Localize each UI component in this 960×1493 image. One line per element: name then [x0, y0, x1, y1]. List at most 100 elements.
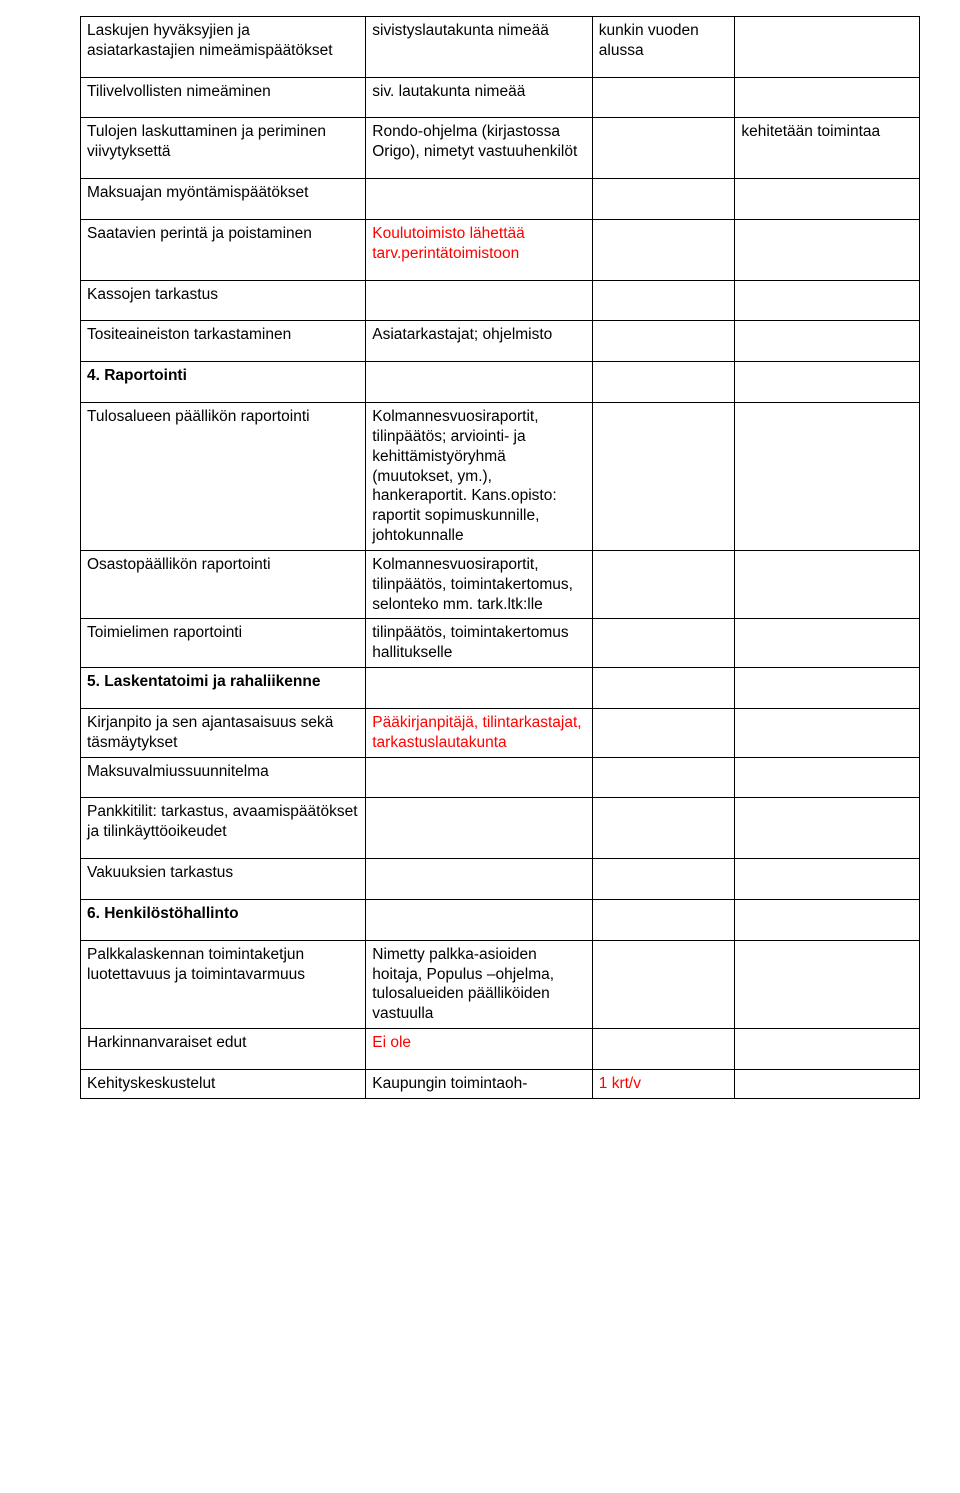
cell-c1: Laskujen hyväksyjien ja asiatarkastajien…	[81, 17, 366, 78]
cell-c4	[735, 77, 920, 118]
main-table: Laskujen hyväksyjien ja asiatarkastajien…	[80, 16, 920, 1099]
cell-c1: Harkinnanvaraiset edut	[81, 1028, 366, 1069]
table-row: Maksuajan myöntämispäätökset	[81, 179, 920, 220]
table-row: KehityskeskustelutKaupungin toimintaoh-1…	[81, 1069, 920, 1098]
cell-c1: Kehityskeskustelut	[81, 1069, 366, 1098]
table-body: Laskujen hyväksyjien ja asiatarkastajien…	[81, 17, 920, 1099]
cell-c2	[366, 179, 593, 220]
cell-c1: 5. Laskentatoimi ja rahaliikenne	[81, 668, 366, 709]
cell-c2: Koulutoimisto lähettää tarv.perintätoimi…	[366, 219, 593, 280]
table-row: Tulojen laskuttaminen ja periminen viivy…	[81, 118, 920, 179]
cell-c1: Toimielimen raportointi	[81, 619, 366, 668]
cell-c3: kunkin vuoden alussa	[592, 17, 735, 78]
cell-c4	[735, 940, 920, 1028]
cell-c2: Rondo-ohjelma (kirjastossa Origo), nimet…	[366, 118, 593, 179]
cell-c4	[735, 668, 920, 709]
cell-c2	[366, 798, 593, 859]
cell-c3	[592, 899, 735, 940]
cell-c3	[592, 179, 735, 220]
cell-c1: Vakuuksien tarkastus	[81, 859, 366, 900]
table-row: Toimielimen raportointitilinpäätös, toim…	[81, 619, 920, 668]
cell-c4	[735, 362, 920, 403]
cell-c3	[592, 1028, 735, 1069]
cell-c2: Kolmannesvuosiraportit, tilinpäätös; arv…	[366, 403, 593, 551]
cell-c3	[592, 219, 735, 280]
table-row: Tulosalueen päällikön raportointiKolmann…	[81, 403, 920, 551]
cell-c1: Saatavien perintä ja poistaminen	[81, 219, 366, 280]
cell-c1: Palkkalaskennan toimintaketjun luotettav…	[81, 940, 366, 1028]
cell-c3: 1 krt/v	[592, 1069, 735, 1098]
cell-c1: Maksuajan myöntämispäätökset	[81, 179, 366, 220]
cell-c4	[735, 1028, 920, 1069]
table-row: Vakuuksien tarkastus	[81, 859, 920, 900]
cell-c4	[735, 280, 920, 321]
cell-c2	[366, 280, 593, 321]
cell-c1: 6. Henkilöstöhallinto	[81, 899, 366, 940]
table-row: Maksuvalmiussuunnitelma	[81, 757, 920, 798]
cell-c3	[592, 619, 735, 668]
table-row: 6. Henkilöstöhallinto	[81, 899, 920, 940]
cell-c3	[592, 362, 735, 403]
cell-c2: sivistyslautakunta nimeää	[366, 17, 593, 78]
cell-c3	[592, 708, 735, 757]
cell-c2: tilinpäätös, toimintakertomus hallitukse…	[366, 619, 593, 668]
cell-c4	[735, 619, 920, 668]
cell-c4	[735, 550, 920, 618]
cell-c2: Kolmannesvuosiraportit, tilinpäätös, toi…	[366, 550, 593, 618]
cell-c2	[366, 757, 593, 798]
cell-c2: Ei ole	[366, 1028, 593, 1069]
cell-c1: Tulosalueen päällikön raportointi	[81, 403, 366, 551]
cell-c1: 4. Raportointi	[81, 362, 366, 403]
cell-c3	[592, 280, 735, 321]
cell-c1: Kassojen tarkastus	[81, 280, 366, 321]
cell-c3	[592, 118, 735, 179]
table-row: Saatavien perintä ja poistaminenKoulutoi…	[81, 219, 920, 280]
cell-c4	[735, 403, 920, 551]
cell-c2: Pääkirjanpitäjä, tilintarkastajat, tarka…	[366, 708, 593, 757]
cell-c4	[735, 798, 920, 859]
cell-c1: Tulojen laskuttaminen ja periminen viivy…	[81, 118, 366, 179]
cell-c4	[735, 859, 920, 900]
table-row: Tositeaineiston tarkastaminenAsiatarkast…	[81, 321, 920, 362]
cell-c4	[735, 179, 920, 220]
cell-c3	[592, 940, 735, 1028]
cell-c4	[735, 899, 920, 940]
cell-c1: Tositeaineiston tarkastaminen	[81, 321, 366, 362]
cell-c3	[592, 668, 735, 709]
cell-c3	[592, 550, 735, 618]
cell-c2: Nimetty palkka-asioiden hoitaja, Populus…	[366, 940, 593, 1028]
cell-c2	[366, 362, 593, 403]
cell-c2: Kaupungin toimintaoh-	[366, 1069, 593, 1098]
table-row: 4. Raportointi	[81, 362, 920, 403]
cell-c3	[592, 798, 735, 859]
cell-c2	[366, 859, 593, 900]
cell-c4	[735, 1069, 920, 1098]
cell-c4	[735, 17, 920, 78]
cell-c4	[735, 708, 920, 757]
cell-c1: Maksuvalmiussuunnitelma	[81, 757, 366, 798]
table-row: Kassojen tarkastus	[81, 280, 920, 321]
table-row: Pankkitilit: tarkastus, avaamispäätökset…	[81, 798, 920, 859]
cell-c1: Osastopäällikön raportointi	[81, 550, 366, 618]
cell-c4	[735, 219, 920, 280]
cell-c3	[592, 757, 735, 798]
table-row: Palkkalaskennan toimintaketjun luotettav…	[81, 940, 920, 1028]
cell-c3	[592, 403, 735, 551]
cell-c1: Pankkitilit: tarkastus, avaamispäätökset…	[81, 798, 366, 859]
page-container: Laskujen hyväksyjien ja asiatarkastajien…	[0, 0, 960, 1119]
table-row: Tilivelvollisten nimeäminensiv. lautakun…	[81, 77, 920, 118]
cell-c1: Tilivelvollisten nimeäminen	[81, 77, 366, 118]
cell-c2: siv. lautakunta nimeää	[366, 77, 593, 118]
cell-c4	[735, 757, 920, 798]
table-row: Osastopäällikön raportointiKolmannesvuos…	[81, 550, 920, 618]
cell-c2	[366, 899, 593, 940]
cell-c3	[592, 321, 735, 362]
table-row: Harkinnanvaraiset edutEi ole	[81, 1028, 920, 1069]
cell-c3	[592, 77, 735, 118]
cell-c2	[366, 668, 593, 709]
cell-c2: Asiatarkastajat; ohjelmisto	[366, 321, 593, 362]
cell-c1: Kirjanpito ja sen ajantasaisuus sekä täs…	[81, 708, 366, 757]
cell-c3	[592, 859, 735, 900]
table-row: Laskujen hyväksyjien ja asiatarkastajien…	[81, 17, 920, 78]
table-row: Kirjanpito ja sen ajantasaisuus sekä täs…	[81, 708, 920, 757]
